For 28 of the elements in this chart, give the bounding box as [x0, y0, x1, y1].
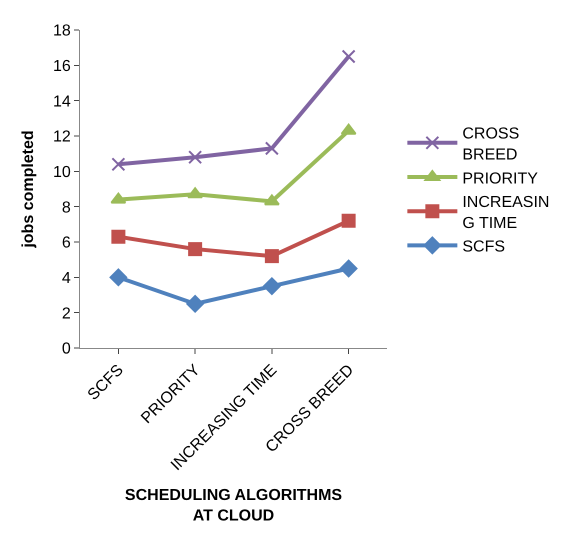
point	[186, 295, 204, 313]
y-tick-label: 0	[62, 340, 71, 358]
y-tick-label: 6	[62, 234, 71, 252]
y-tick-label: 14	[53, 93, 71, 110]
legend-label: CROSS BREED	[462, 126, 520, 164]
x-axis-title: SCHEDULING ALGORITHMS AT CLOUD	[124, 486, 342, 525]
y-tick-label: 8	[62, 199, 71, 216]
legend-label: INCREASING TIME	[462, 194, 550, 232]
point	[342, 214, 356, 228]
y-tick-label: 4	[62, 270, 71, 287]
y-axis-title: jobs completed	[20, 130, 37, 249]
point	[110, 268, 128, 286]
point	[263, 277, 281, 295]
point	[342, 50, 356, 64]
point	[188, 150, 202, 164]
y-tick-label: 18	[53, 22, 71, 40]
point	[264, 249, 279, 264]
y-tick-label: 10	[53, 164, 71, 181]
y-tick-label: 12	[53, 128, 71, 146]
legend-label: SCFS	[462, 238, 506, 256]
y-tick-label: 2	[62, 305, 71, 322]
point	[111, 230, 126, 244]
point	[340, 260, 358, 278]
point	[264, 141, 279, 156]
y-tick-label: 16	[53, 58, 71, 75]
point	[111, 157, 126, 172]
legend-label: PRIORITY	[462, 170, 538, 188]
point	[188, 242, 202, 256]
